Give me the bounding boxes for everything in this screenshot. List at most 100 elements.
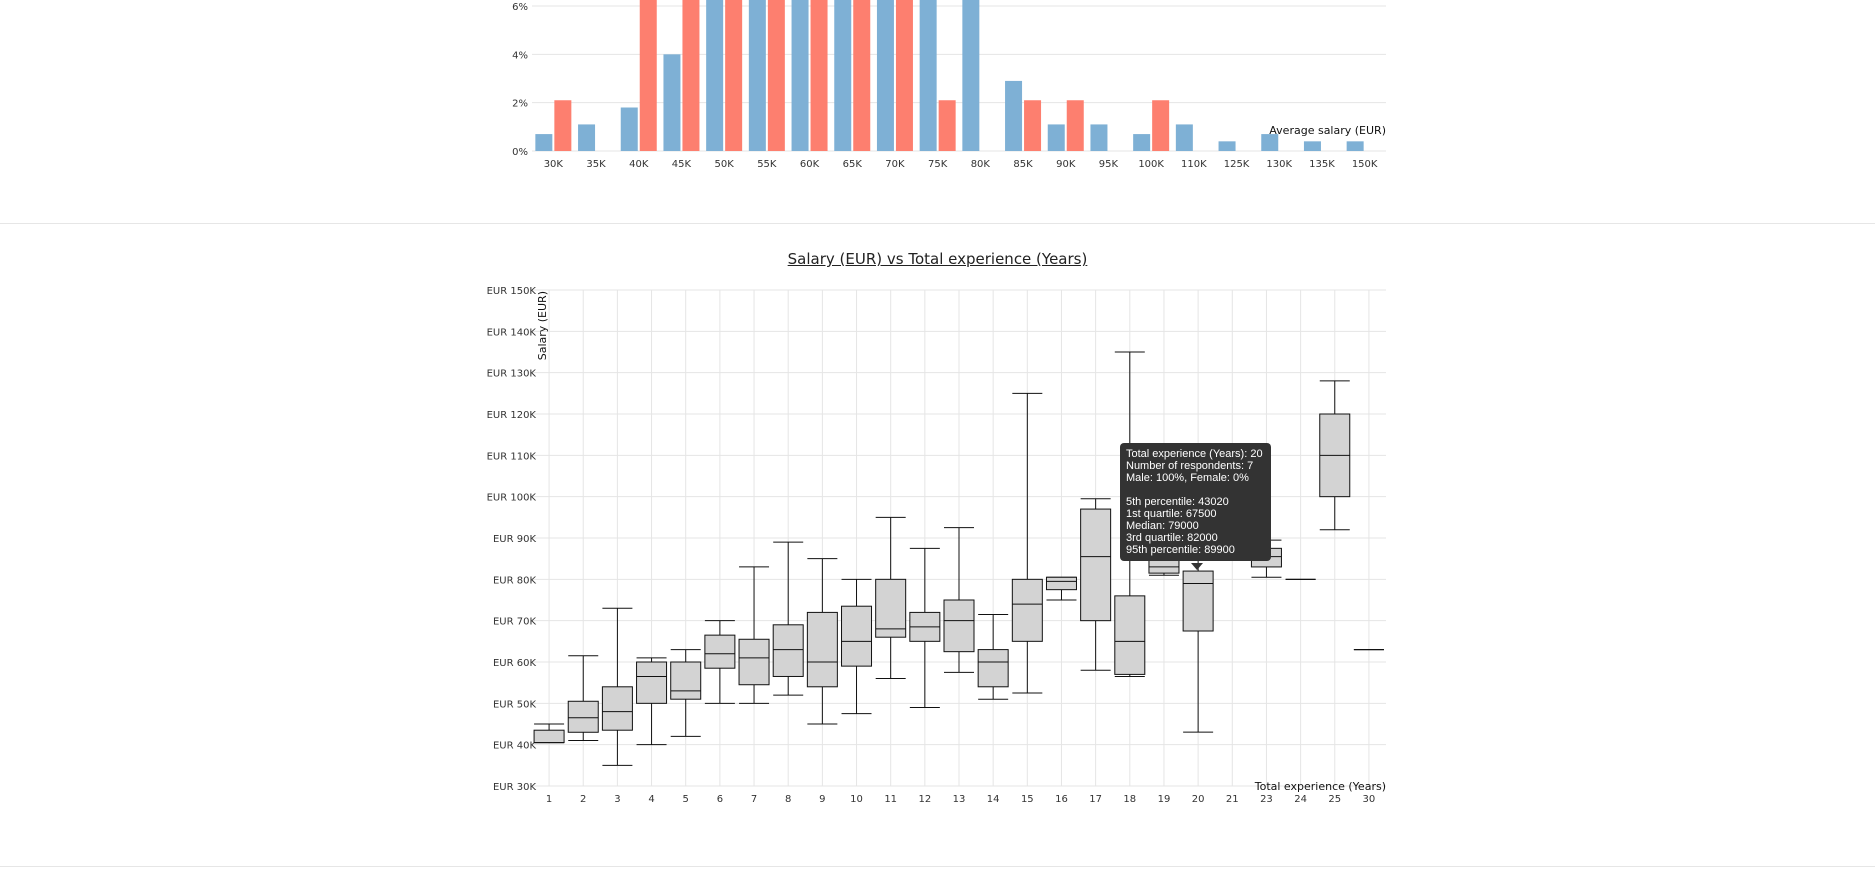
box-group bbox=[977, 613, 1009, 700]
histogram-y-ticks: 0% 2% 4% 6% bbox=[512, 2, 528, 158]
box-group bbox=[1319, 380, 1351, 531]
box-group bbox=[1011, 392, 1043, 694]
boxplot-y-axis-label: Salary (EUR) bbox=[536, 291, 549, 360]
histogram-bar bbox=[1218, 141, 1236, 151]
histogram-bar bbox=[834, 0, 852, 151]
histogram-x-tick-label: 40K bbox=[629, 159, 649, 170]
histogram-bar bbox=[1133, 134, 1151, 151]
histogram-x-tick-label: 70K bbox=[885, 159, 905, 170]
tooltip-q3: 3rd quartile: 82000 bbox=[1126, 532, 1218, 544]
boxplot-x-ticks: 1 2 3 4 5 6 7 8 9 10 11 12 13 14 15 16 17 18 19 20 21 23 24 25 3… bbox=[546, 794, 1375, 805]
histogram-bar bbox=[639, 0, 657, 151]
boxplot-x-tick-label: 13 bbox=[953, 794, 966, 805]
boxplot-x-tick-label: 8 bbox=[785, 794, 791, 805]
box-iqr bbox=[1011, 578, 1043, 642]
boxplot-x-tick-label: 24 bbox=[1294, 794, 1307, 805]
boxplot-y-tick-label: EUR 130K bbox=[487, 369, 537, 380]
salary-experience-boxplot: EUR 30K EUR 40K EUR 50K EUR 60K EUR 70K EUR 8… bbox=[487, 286, 1386, 805]
boxplot-x-tick-label: 17 bbox=[1089, 794, 1102, 805]
boxplot-y-tick-label: EUR 90K bbox=[493, 534, 536, 545]
boxplot-x-tick-label: 5 bbox=[683, 794, 689, 805]
box-iqr bbox=[704, 634, 736, 669]
histogram-bar bbox=[748, 0, 766, 151]
histogram-x-ticks: 30K 35K 40K 45K 50K 55K 60K 65K 70K 75K 80K 85K 90K 9… bbox=[544, 159, 1378, 170]
histogram-x-tick-label: 150K bbox=[1352, 159, 1378, 170]
box-group bbox=[704, 620, 736, 704]
box-iqr bbox=[772, 624, 804, 677]
boxplot-title[interactable]: Salary (EUR) vs Total experience (Years) bbox=[787, 250, 1088, 268]
boxplot-x-axis-label: Total experience (Years) bbox=[1254, 780, 1386, 793]
boxplot-y-tick-label: EUR 50K bbox=[493, 699, 536, 710]
histogram-x-tick-label: 110K bbox=[1181, 159, 1207, 170]
histogram-bar bbox=[810, 0, 828, 151]
boxplot-y-tick-label: EUR 30K bbox=[493, 782, 536, 793]
box-iqr bbox=[738, 638, 770, 686]
boxplot-x-tick-label: 23 bbox=[1260, 794, 1273, 805]
histogram-bar bbox=[725, 0, 743, 151]
histogram-x-tick-label: 85K bbox=[1013, 159, 1033, 170]
box-group bbox=[670, 649, 702, 737]
boxplot-x-tick-label: 4 bbox=[648, 794, 654, 805]
histogram-bar bbox=[578, 124, 596, 151]
tooltip-p5: 5th percentile: 43020 bbox=[1126, 496, 1229, 508]
box-iqr bbox=[1114, 595, 1146, 675]
box-group bbox=[636, 657, 668, 746]
histogram-bar bbox=[554, 100, 572, 151]
boxplot-y-tick-label: EUR 80K bbox=[493, 575, 536, 586]
box-iqr bbox=[977, 649, 1009, 688]
box-iqr bbox=[1080, 508, 1112, 622]
box-group bbox=[533, 723, 565, 744]
histogram-bar bbox=[1024, 100, 1042, 151]
histogram-bar bbox=[663, 54, 681, 152]
histogram-bar bbox=[1175, 124, 1193, 151]
histogram-x-axis-label: Average salary (EUR) bbox=[1269, 124, 1386, 137]
box-group bbox=[943, 527, 975, 673]
box-group bbox=[601, 607, 633, 766]
histogram-x-tick-label: 80K bbox=[971, 159, 991, 170]
histogram-bars bbox=[535, 0, 1364, 152]
box-group bbox=[909, 547, 941, 708]
histogram-bar bbox=[962, 0, 980, 151]
box-iqr bbox=[943, 599, 975, 653]
boxplot-tooltip: Total experience (Years): 20 Number of r… bbox=[1120, 443, 1271, 561]
histogram-x-tick-label: 50K bbox=[715, 159, 735, 170]
histogram-y-tick-label: 2% bbox=[512, 99, 528, 110]
box-iqr bbox=[636, 661, 668, 704]
box-iqr bbox=[806, 611, 838, 688]
histogram-x-tick-label: 30K bbox=[544, 159, 564, 170]
histogram-y-tick-label: 0% bbox=[512, 147, 528, 158]
boxplot-x-tick-label: 2 bbox=[580, 794, 586, 805]
histogram-grid bbox=[532, 5, 1386, 152]
box-group bbox=[841, 578, 873, 715]
histogram-bar bbox=[706, 0, 724, 151]
boxplot-y-ticks: EUR 30K EUR 40K EUR 50K EUR 60K EUR 70K EUR 8… bbox=[487, 286, 537, 793]
histogram-x-tick-label: 100K bbox=[1138, 159, 1164, 170]
boxplot-x-tick-label: 30 bbox=[1363, 794, 1376, 805]
histogram-bar bbox=[767, 0, 785, 151]
tooltip-spacer bbox=[1126, 484, 1265, 496]
boxplot-x-tick-label: 16 bbox=[1055, 794, 1068, 805]
histogram-x-tick-label: 65K bbox=[843, 159, 863, 170]
histogram-x-tick-label: 135K bbox=[1309, 159, 1335, 170]
box-iqr bbox=[670, 661, 702, 700]
box-group bbox=[567, 655, 599, 742]
histogram-x-tick-label: 95K bbox=[1099, 159, 1119, 170]
boxplot-x-tick-label: 20 bbox=[1192, 794, 1205, 805]
boxplot-x-tick-label: 21 bbox=[1226, 794, 1239, 805]
histogram-y-tick-label: 4% bbox=[512, 50, 528, 61]
boxplot-y-tick-label: EUR 120K bbox=[487, 410, 537, 421]
histogram-bar bbox=[1303, 141, 1321, 151]
histogram-bar bbox=[1047, 124, 1065, 151]
boxplot-x-tick-label: 11 bbox=[884, 794, 897, 805]
histogram-bar bbox=[620, 107, 638, 151]
boxplot-x-tick-label: 14 bbox=[987, 794, 1000, 805]
boxplot-y-tick-label: EUR 100K bbox=[487, 493, 537, 504]
boxplot-x-tick-label: 7 bbox=[751, 794, 757, 805]
tooltip-median: Median: 79000 bbox=[1126, 520, 1199, 532]
section-divider-top bbox=[0, 223, 1875, 224]
boxplot-x-tick-label: 9 bbox=[819, 794, 825, 805]
boxplot-x-tick-label: 10 bbox=[850, 794, 863, 805]
histogram-bar bbox=[853, 0, 871, 151]
histogram-bar bbox=[1152, 100, 1170, 151]
box-group bbox=[1182, 537, 1214, 733]
